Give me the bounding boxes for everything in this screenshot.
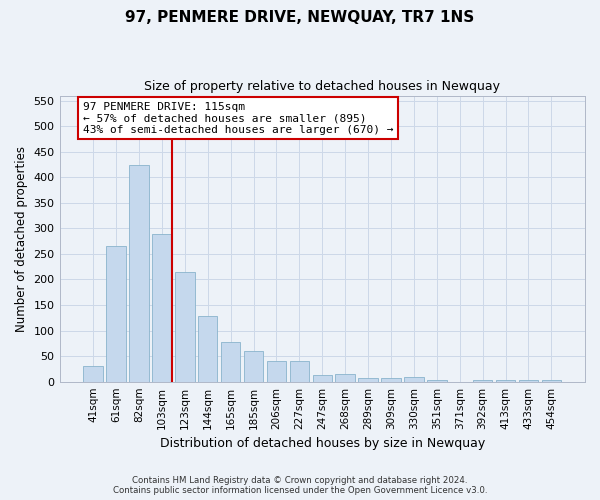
X-axis label: Distribution of detached houses by size in Newquay: Distribution of detached houses by size …: [160, 437, 485, 450]
Bar: [404, 376, 424, 382]
Bar: [221, 342, 241, 382]
Text: Contains HM Land Registry data © Crown copyright and database right 2024.
Contai: Contains HM Land Registry data © Crown c…: [113, 476, 487, 495]
Text: 97 PENMERE DRIVE: 115sqm
← 57% of detached houses are smaller (895)
43% of semi-: 97 PENMERE DRIVE: 115sqm ← 57% of detach…: [83, 102, 394, 135]
Bar: [335, 374, 355, 382]
Bar: [198, 316, 217, 382]
Bar: [358, 378, 378, 382]
Bar: [427, 380, 446, 382]
Bar: [152, 234, 172, 382]
Text: 97, PENMERE DRIVE, NEWQUAY, TR7 1NS: 97, PENMERE DRIVE, NEWQUAY, TR7 1NS: [125, 10, 475, 25]
Bar: [290, 361, 309, 382]
Title: Size of property relative to detached houses in Newquay: Size of property relative to detached ho…: [144, 80, 500, 93]
Bar: [175, 272, 194, 382]
Bar: [542, 380, 561, 382]
Bar: [106, 246, 126, 382]
Bar: [83, 366, 103, 382]
Bar: [267, 361, 286, 382]
Y-axis label: Number of detached properties: Number of detached properties: [15, 146, 28, 332]
Bar: [381, 378, 401, 382]
Bar: [313, 375, 332, 382]
Bar: [519, 380, 538, 382]
Bar: [473, 380, 493, 382]
Bar: [129, 164, 149, 382]
Bar: [496, 380, 515, 382]
Bar: [244, 351, 263, 382]
